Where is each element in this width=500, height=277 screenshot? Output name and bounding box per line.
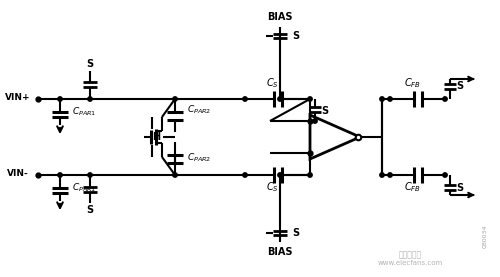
Text: $C_{PAR1}$: $C_{PAR1}$ [72, 181, 96, 194]
Circle shape [313, 119, 317, 123]
Circle shape [443, 97, 447, 101]
Circle shape [380, 97, 384, 101]
Text: $C_{PAR2}$: $C_{PAR2}$ [187, 104, 211, 117]
Circle shape [278, 173, 282, 177]
Text: S: S [322, 106, 328, 116]
Text: S: S [456, 183, 464, 193]
Text: S: S [456, 81, 464, 91]
Text: $C_{PAR1}$: $C_{PAR1}$ [72, 105, 96, 117]
Circle shape [308, 173, 312, 177]
Circle shape [388, 97, 392, 101]
Circle shape [278, 97, 282, 101]
Circle shape [88, 173, 92, 177]
Text: S: S [86, 205, 94, 215]
Circle shape [243, 97, 247, 101]
Text: BIAS: BIAS [267, 247, 293, 257]
Text: S: S [292, 228, 300, 238]
Circle shape [443, 173, 447, 177]
Circle shape [173, 97, 177, 101]
Circle shape [88, 97, 92, 101]
Circle shape [58, 173, 62, 177]
Text: $C_S$: $C_S$ [266, 76, 279, 90]
Circle shape [58, 97, 62, 101]
Text: VIN+: VIN+ [5, 94, 31, 102]
Text: $C_{FB}$: $C_{FB}$ [404, 180, 420, 194]
Text: 电子发烧友: 电子发烧友 [398, 250, 421, 259]
Text: 080034: 080034 [483, 224, 488, 248]
Text: $C_{PAR2}$: $C_{PAR2}$ [187, 152, 211, 165]
Circle shape [380, 173, 384, 177]
Circle shape [388, 173, 392, 177]
Circle shape [173, 173, 177, 177]
Text: $C_S$: $C_S$ [266, 180, 279, 194]
Text: BIAS: BIAS [267, 12, 293, 22]
Circle shape [243, 173, 247, 177]
Text: S: S [86, 59, 94, 69]
Text: VIN-: VIN- [7, 170, 29, 178]
Text: www.elecfans.com: www.elecfans.com [378, 260, 442, 266]
Text: S: S [292, 31, 300, 41]
Circle shape [308, 97, 312, 101]
Text: H: H [152, 132, 160, 142]
Text: $C_{FB}$: $C_{FB}$ [404, 76, 420, 90]
